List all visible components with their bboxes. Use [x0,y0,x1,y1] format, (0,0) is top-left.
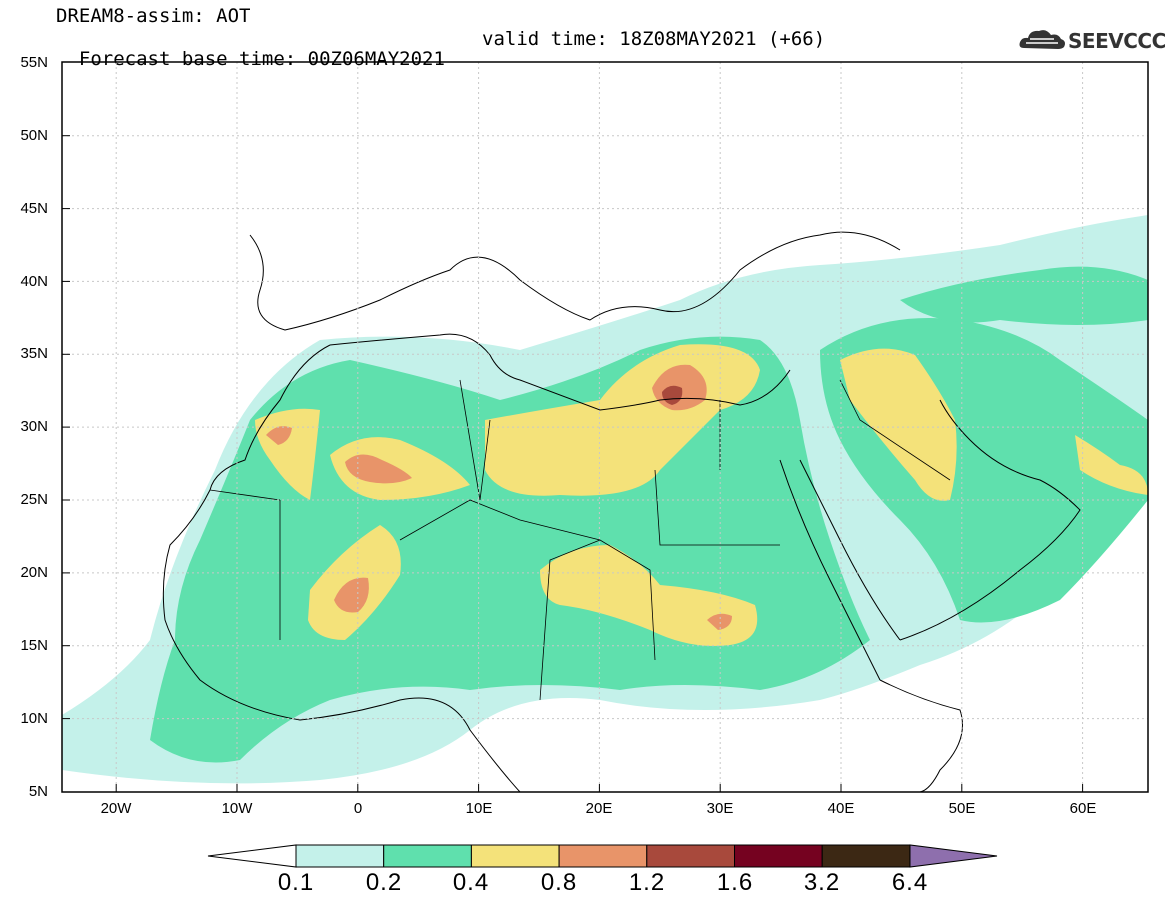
aot-band-0-2 [150,336,870,763]
coastline-red-sea [779,459,901,681]
map-grid [62,62,1148,792]
aot-band-0-8-morocco [266,426,292,445]
border-lines [209,379,951,701]
colorbar [207,844,998,868]
colorbar-min-arrow [207,844,297,868]
colorbar-label: 0.4 [452,869,490,896]
coastline-africa-west [162,344,521,792]
lon-label: 10E [465,800,493,817]
cloud-icon [1019,30,1065,49]
colorbar-label: 0.8 [540,869,578,896]
lon-label: 40E [827,800,855,817]
colorbar-label: 0.2 [365,869,403,896]
lat-label: 45N [20,200,48,217]
lat-label: 50N [20,127,48,144]
map-title: DREAM8-assim: AOT [56,5,251,27]
colorbar-segment-3 [470,844,560,868]
lat-label: 35N [20,345,48,362]
lat-label: 55N [20,54,48,71]
lon-label: 50E [948,800,976,817]
colorbar-segment-1 [295,844,385,868]
colorbar-segment-7 [821,844,911,868]
lon-label: 20E [585,800,613,817]
lat-label: 40N [20,273,48,290]
coastline-mediterranean [329,333,791,411]
seevccc-logo: SEEVCCC [1018,26,1165,54]
colorbar-segment-2 [383,844,472,868]
coastline-europe [249,231,901,331]
aot-fields [62,215,1148,784]
aot-band-0-2-north [900,266,1148,325]
axis-ticks [62,135,1084,792]
colorbar-label: 6.4 [891,869,929,896]
aot-band-0-4-chad [540,545,758,646]
lat-label: 10N [20,710,48,727]
lon-label: 30E [706,800,734,817]
valid-time: valid time: 18Z08MAY2021 (+66) [482,28,826,50]
aot-band-0-8-niger [334,577,369,613]
aot-band-0-8-chad [707,613,732,630]
coastline-east-africa [879,679,963,792]
colorbar-segment-5 [646,844,735,868]
base-time: Forecast base time: 00Z06MAY2021 [78,48,445,70]
logo-text: SEEVCCC [1068,29,1165,53]
aot-band-0-4-iran [1075,435,1148,495]
lon-label: 10W [221,800,253,817]
colorbar-label: 3.2 [803,869,841,896]
colorbar-segment-4 [558,844,648,868]
aot-band-1-2-egypt [662,385,683,405]
lat-label: 25N [20,491,48,508]
colorbar-segment-6 [734,844,823,868]
lat-label: 15N [20,637,48,654]
aot-band-0-4-iraq [840,348,957,501]
lat-label: 20N [20,564,48,581]
aot-band-0-4-algeria [330,437,470,500]
colorbar-label: 1.6 [716,869,754,896]
lon-label: 0 [353,800,363,817]
colorbar-label: 1.2 [628,869,666,896]
forecast-times: Forecast base time: 00Z06MAY2021 valid t… [56,29,825,89]
lat-label: 30N [20,418,48,435]
lat-label: 5N [28,783,48,800]
colorbar-max-arrow [909,844,998,868]
coastline-arabia [899,399,1081,641]
colorbar-label: 0.1 [277,869,315,896]
lon-label: 60E [1069,800,1097,817]
aot-band-0-8-algeria [345,454,412,484]
lon-label: 20W [100,800,132,817]
coastlines [162,231,1081,792]
